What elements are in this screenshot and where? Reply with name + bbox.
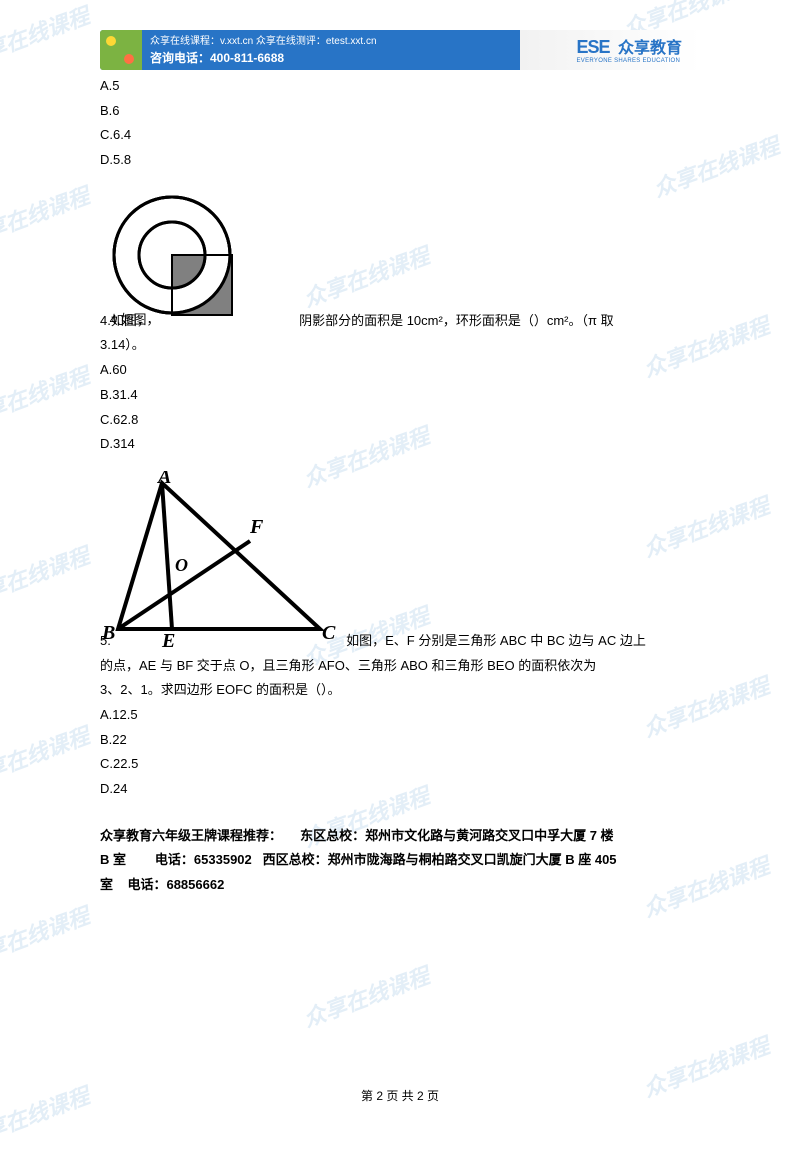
logo-brand: 众享教育: [618, 34, 682, 58]
content-body: A.5 B.6 C.6.4 D.5.8: [100, 74, 700, 898]
q5-prefix: 5.: [100, 633, 111, 648]
q5-text3: 3、2、1。求四边形 EOFC 的面积是（）。: [100, 678, 700, 703]
q4-opt-c: C.62.8: [100, 408, 700, 433]
q5-text1: 如图，E、F 分别是三角形 ABC 中 BC 边与 AC 边上: [346, 633, 646, 648]
q3-opt-a: A.5: [100, 74, 700, 99]
q4-opt-a: A.60: [100, 358, 700, 383]
promo-l2b: 电话：65335902: [155, 852, 252, 867]
q4-opt-b: B.31.4: [100, 383, 700, 408]
promo-l3a: 室: [100, 877, 113, 892]
q5-opt-b: B.22: [100, 728, 700, 753]
q3-opt-d: D.5.8: [100, 148, 700, 173]
promo-l1a: 众享教育六年级王牌课程推荐：: [100, 828, 282, 843]
page-content: 众享在线课程：v.xxt.cn 众享在线测评：etest.xxt.cn 咨询电话…: [0, 0, 800, 918]
label-F: F: [249, 516, 264, 538]
label-O: O: [175, 555, 188, 575]
promo-block: 众享教育六年级王牌课程推荐： 东区总校：郑州市文化路与黄河路交叉口中孚大厦 7 …: [100, 824, 700, 898]
q4-prefix: 4.如图，: [110, 312, 160, 327]
banner-logo: ESE 众享教育 EVERYONE SHARES EDUCATION: [577, 34, 683, 64]
triangle-figure: A B C E F O: [100, 471, 340, 651]
q3-opt-b: B.6: [100, 99, 700, 124]
logo-sub: EVERYONE SHARES EDUCATION: [577, 58, 683, 64]
logo-ese: ESE: [577, 37, 610, 58]
watermark: 众享在线课程: [299, 958, 434, 1033]
question-5: A B C E F O: [100, 459, 700, 651]
header-banner: 众享在线课程：v.xxt.cn 众享在线测评：etest.xxt.cn 咨询电话…: [100, 30, 700, 70]
q5-opt-d: D.24: [100, 777, 700, 802]
q5-opt-c: C.22.5: [100, 752, 700, 777]
q3-opt-c: C.6.4: [100, 123, 700, 148]
promo-l2a: B 室: [100, 852, 126, 867]
banner-icon: [100, 30, 142, 70]
promo-l2c: 西区总校：郑州市陇海路与桐柏路交叉口凯旋门大厦 B 座 405: [263, 852, 617, 867]
q5-opt-a: A.12.5: [100, 703, 700, 728]
promo-l3b: 电话：68856662: [127, 877, 224, 892]
q4-text: 阴影部分的面积是 10cm²，环形面积是（）cm²。（π 取: [299, 313, 613, 328]
q4-opt-d: D.314: [100, 432, 700, 457]
label-A: A: [156, 471, 171, 488]
q5-text2: 的点，AE 与 BF 交于点 O，且三角形 AFO、三角形 ABO 和三角形 B…: [100, 654, 700, 679]
page-number: 第 2 页 共 2 页: [0, 1087, 800, 1104]
q4-text2: 3.14）。: [100, 333, 700, 358]
promo-l1b: 东区总校：郑州市文化路与黄河路交叉口中孚大厦 7 楼: [300, 828, 613, 843]
